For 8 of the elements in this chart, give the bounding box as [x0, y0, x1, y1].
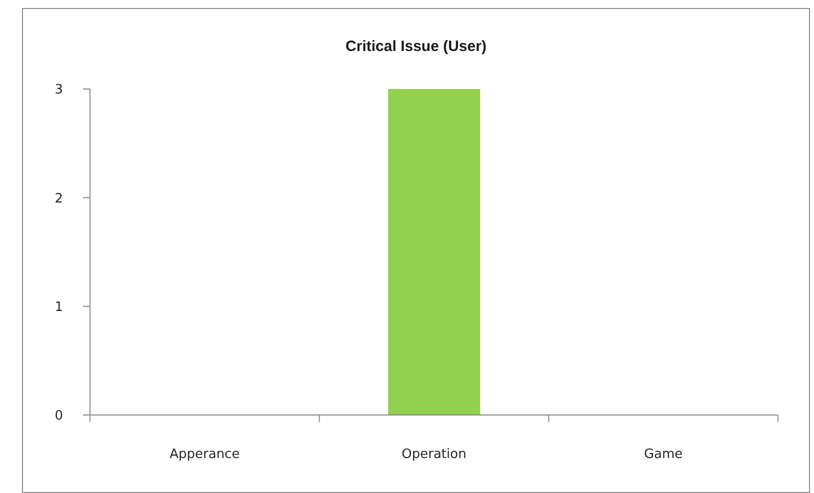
- chart-title: Critical Issue (User): [344, 38, 488, 55]
- y-tick-label: 3: [54, 82, 63, 98]
- x-tick-label: Game: [644, 447, 683, 462]
- x-tick-label: Operation: [402, 447, 466, 462]
- y-tick-label: 2: [54, 191, 63, 206]
- y-tick-label: 1: [54, 300, 63, 315]
- y-tick-label: 0: [54, 408, 63, 424]
- x-tick-label: Apperance: [170, 447, 240, 462]
